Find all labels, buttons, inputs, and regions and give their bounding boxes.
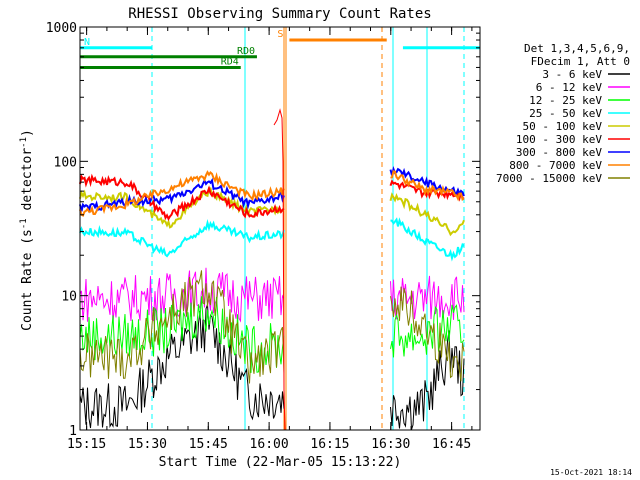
y-tick-label-0: 1 — [69, 424, 77, 439]
x-tick-label-0: 15:15 — [67, 437, 106, 452]
plot-frame — [79, 26, 481, 431]
series-line-3 — [79, 217, 465, 262]
series-line-0 — [79, 304, 465, 430]
legend-label-0: 3 - 6 keV — [542, 68, 602, 81]
legend-label-7: 800 - 7000 keV — [509, 159, 602, 172]
legend-label-6: 300 - 800 keV — [516, 146, 602, 159]
series-line-7 — [79, 170, 465, 217]
x-axis-label: Start Time (22-Mar-05 15:13:22) — [159, 455, 402, 470]
legend-label-1: 6 - 12 keV — [536, 81, 603, 94]
y-axis-label-main: Count Rate (s — [20, 229, 35, 331]
chart-title: RHESSI Observing Summary Count Rates — [128, 6, 431, 22]
y-axis-label-sup2: -1 — [19, 137, 29, 148]
x-tick-label-1: 15:30 — [128, 437, 167, 452]
series-line-4 — [79, 187, 465, 237]
y-axis-label: Count Rate (s-1 detector-1) — [19, 129, 35, 331]
footer-timestamp: 15-Oct-2021 18:14 — [550, 468, 632, 477]
flag-label-s: S — [277, 29, 283, 40]
y-axis-label-end: ) — [20, 129, 35, 137]
series-line-8 — [79, 270, 465, 384]
y-axis-label-sup1: -1 — [19, 218, 29, 229]
flag-label-rd0: RD0 — [237, 46, 255, 57]
legend-label-8: 7000 - 15000 keV — [496, 172, 602, 185]
legend-label-4: 50 - 100 keV — [523, 120, 603, 133]
x-tick-label-6: 16:45 — [432, 437, 471, 452]
y-tick-label-1: 10 — [61, 290, 77, 305]
flag-label-rd4: RD4 — [221, 56, 239, 67]
legend-header-0: Det 1,3,4,5,6,9, — [524, 42, 630, 55]
legend-label-2: 12 - 25 keV — [529, 94, 602, 107]
y-tick-label-3: 1000 — [46, 21, 77, 36]
x-tick-label-4: 16:15 — [310, 437, 349, 452]
y-tick-label-2: 100 — [54, 155, 77, 170]
x-tick-label-3: 16:00 — [250, 437, 289, 452]
legend-label-3: 25 - 50 keV — [529, 107, 602, 120]
flare-spike — [273, 108, 286, 431]
axes: 15:15 15:30 15:45 16:00 16:15 16:30 16:45 1 10 10… — [46, 21, 481, 452]
legend: Det 1,3,4,5,6,9,FDecim 1, Att 03 - 6 keV… — [496, 42, 630, 185]
flag-label-n: N — [84, 37, 90, 48]
x-tick-label-2: 15:45 — [189, 437, 228, 452]
x-tick-label-5: 16:30 — [371, 437, 410, 452]
y-axis-label-mid: detector — [20, 148, 35, 219]
legend-label-5: 100 - 300 keV — [516, 133, 602, 146]
legend-header-1: FDecim 1, Att 0 — [531, 55, 630, 68]
